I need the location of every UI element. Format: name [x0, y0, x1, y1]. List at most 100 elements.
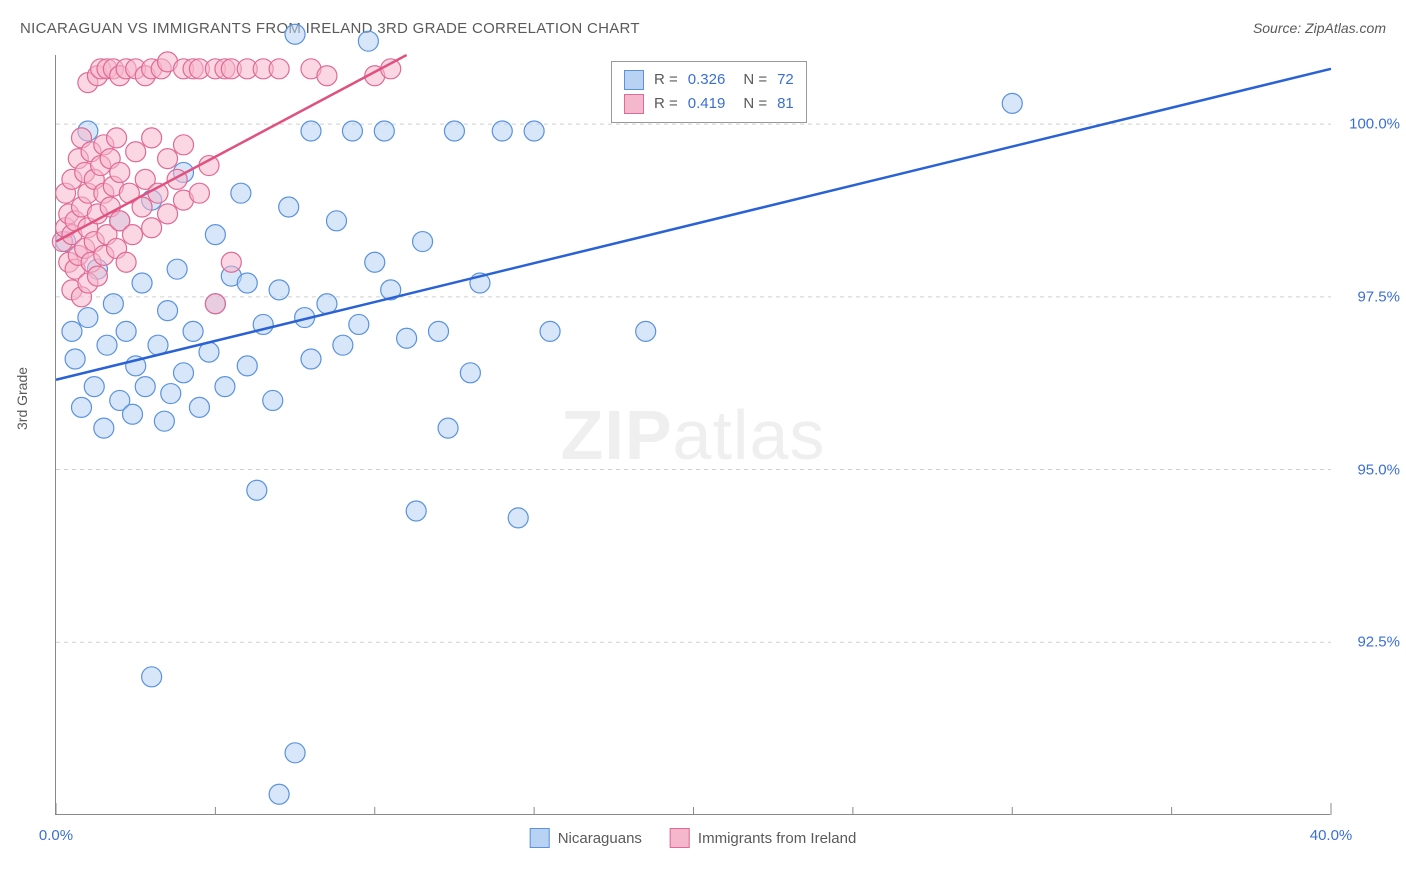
- plot-area: ZIPatlas R =0.326N =72R =0.419N =81 Nica…: [55, 55, 1330, 815]
- r-label: R =: [654, 92, 678, 116]
- data-point: [94, 418, 114, 438]
- data-point: [154, 411, 174, 431]
- data-point: [342, 121, 362, 141]
- data-point: [199, 156, 219, 176]
- source-attribution: Source: ZipAtlas.com: [1253, 20, 1386, 36]
- data-point: [126, 142, 146, 162]
- data-point: [158, 301, 178, 321]
- data-point: [174, 363, 194, 383]
- data-point: [205, 294, 225, 314]
- data-point: [215, 377, 235, 397]
- x-tick-label: 40.0%: [1310, 827, 1353, 844]
- n-label: N =: [743, 92, 767, 116]
- data-point: [269, 784, 289, 804]
- data-point: [135, 377, 155, 397]
- data-point: [116, 321, 136, 341]
- data-point: [116, 252, 136, 272]
- correlation-legend: R = 0.326 N = 72 R = 0.419 N = 81: [611, 61, 807, 123]
- data-point: [413, 232, 433, 252]
- y-axis-label: 3rd Grade: [14, 367, 30, 430]
- legend-row: R = 0.326 N = 72: [624, 68, 794, 92]
- r-value: 0.419: [688, 92, 726, 116]
- data-point: [438, 418, 458, 438]
- data-point: [327, 211, 347, 231]
- data-point: [142, 128, 162, 148]
- data-point: [358, 31, 378, 51]
- data-point: [285, 24, 305, 44]
- data-point: [158, 149, 178, 169]
- data-point: [123, 225, 143, 245]
- legend-swatch: [670, 828, 690, 848]
- data-point: [97, 335, 117, 355]
- chart-title: NICARAGUAN VS IMMIGRANTS FROM IRELAND 3R…: [20, 20, 640, 37]
- legend-label: Immigrants from Ireland: [698, 830, 856, 847]
- legend-item: Immigrants from Ireland: [670, 828, 856, 848]
- scatter-svg: [56, 55, 1330, 814]
- data-point: [189, 183, 209, 203]
- data-point: [269, 280, 289, 300]
- legend-item: Nicaraguans: [530, 828, 642, 848]
- n-value: 72: [777, 68, 794, 92]
- data-point: [247, 480, 267, 500]
- data-point: [279, 197, 299, 217]
- legend-row: R = 0.419 N = 81: [624, 92, 794, 116]
- data-point: [365, 252, 385, 272]
- data-point: [381, 59, 401, 79]
- r-value: 0.326: [688, 68, 726, 92]
- data-point: [142, 667, 162, 687]
- data-point: [84, 377, 104, 397]
- data-point: [540, 321, 560, 341]
- data-point: [397, 328, 417, 348]
- legend-label: Nicaraguans: [558, 830, 642, 847]
- data-point: [221, 252, 241, 272]
- data-point: [158, 204, 178, 224]
- data-point: [123, 404, 143, 424]
- data-point: [301, 121, 321, 141]
- y-tick-label: 97.5%: [1357, 288, 1400, 305]
- data-point: [374, 121, 394, 141]
- data-point: [167, 259, 187, 279]
- data-point: [72, 397, 92, 417]
- r-label: R =: [654, 68, 678, 92]
- data-point: [62, 321, 82, 341]
- data-point: [429, 321, 449, 341]
- data-point: [237, 356, 257, 376]
- legend-swatch: [530, 828, 550, 848]
- data-point: [142, 218, 162, 238]
- data-point: [524, 121, 544, 141]
- data-point: [406, 501, 426, 521]
- n-label: N =: [743, 68, 767, 92]
- data-point: [285, 743, 305, 763]
- data-point: [132, 273, 152, 293]
- data-point: [269, 59, 289, 79]
- data-point: [444, 121, 464, 141]
- data-point: [349, 314, 369, 334]
- data-point: [263, 390, 283, 410]
- data-point: [103, 294, 123, 314]
- y-tick-label: 100.0%: [1349, 116, 1400, 133]
- data-point: [237, 273, 257, 293]
- data-point: [107, 128, 127, 148]
- x-tick-label: 0.0%: [39, 827, 73, 844]
- data-point: [78, 308, 98, 328]
- title-bar: NICARAGUAN VS IMMIGRANTS FROM IRELAND 3R…: [20, 20, 1386, 37]
- y-tick-label: 95.0%: [1357, 461, 1400, 478]
- data-point: [189, 397, 209, 417]
- legend-swatch: [624, 70, 644, 90]
- data-point: [183, 321, 203, 341]
- data-point: [333, 335, 353, 355]
- data-point: [205, 225, 225, 245]
- data-point: [110, 162, 130, 182]
- data-point: [636, 321, 656, 341]
- data-point: [317, 66, 337, 86]
- n-value: 81: [777, 92, 794, 116]
- series-legend: Nicaraguans Immigrants from Ireland: [530, 828, 857, 848]
- data-point: [65, 349, 85, 369]
- data-point: [231, 183, 251, 203]
- data-point: [1002, 93, 1022, 113]
- data-point: [301, 349, 321, 369]
- legend-swatch: [624, 94, 644, 114]
- data-point: [492, 121, 512, 141]
- y-tick-label: 92.5%: [1357, 634, 1400, 651]
- data-point: [87, 266, 107, 286]
